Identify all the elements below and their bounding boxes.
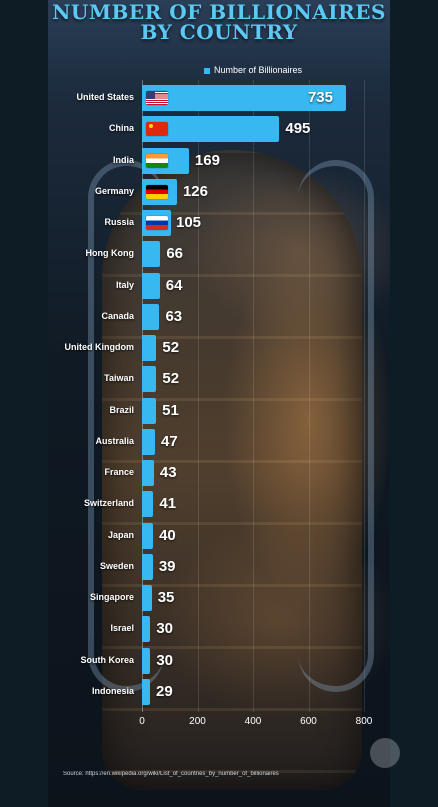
category-label: China xyxy=(108,123,134,134)
bar xyxy=(142,678,151,705)
flag-de-icon xyxy=(146,184,168,199)
bar xyxy=(142,491,154,518)
bar xyxy=(142,241,161,268)
value-label: 52 xyxy=(162,370,180,388)
category-label: Italy xyxy=(115,279,134,290)
value-label: 126 xyxy=(182,182,208,200)
value-label: 52 xyxy=(162,339,180,356)
category-label: Hong Kong xyxy=(85,248,135,259)
flag-cn-icon xyxy=(146,122,168,137)
flag-us-icon xyxy=(146,91,168,105)
gridline xyxy=(308,80,310,712)
category-label: France xyxy=(104,467,134,477)
value-label: 66 xyxy=(166,245,183,263)
flag-ru-icon xyxy=(146,216,168,230)
x-tick-label: 200 xyxy=(189,716,206,727)
bar xyxy=(142,397,157,424)
x-tick-label: 0 xyxy=(139,716,145,727)
chart-title-line1: NUMBER OF BILLIONAIRES xyxy=(52,0,386,24)
legend-label: Number of Billionaires xyxy=(214,65,303,75)
bar xyxy=(142,585,152,611)
value-label: 40 xyxy=(159,526,176,544)
category-label: Taiwan xyxy=(104,373,134,384)
category-label: Indonesia xyxy=(91,685,134,696)
bar xyxy=(142,85,346,111)
bar xyxy=(142,335,157,361)
category-label: Brazil xyxy=(109,404,134,415)
source-note: Source: https://en.wikipedia.org/wiki/Li… xyxy=(63,771,279,777)
bar xyxy=(142,616,151,643)
value-label: 39 xyxy=(158,557,176,575)
value-label: 30 xyxy=(156,651,173,669)
value-label: 735 xyxy=(307,89,333,106)
bar xyxy=(142,647,151,674)
bar xyxy=(142,553,153,580)
category-label: Australia xyxy=(95,435,134,446)
value-label: 63 xyxy=(165,307,183,325)
chart-title-line2: BY COUNTRY xyxy=(140,20,298,44)
value-label: 47 xyxy=(161,432,178,450)
bar xyxy=(142,428,156,455)
category-label: India xyxy=(112,154,134,165)
gridline xyxy=(364,80,365,712)
gridline xyxy=(253,80,254,712)
x-tick-label: 400 xyxy=(244,716,262,727)
category-label: Sweden xyxy=(99,560,134,571)
watermark-logo xyxy=(370,738,400,768)
value-label: 30 xyxy=(156,620,173,638)
category-label: Germany xyxy=(94,185,134,196)
value-label: 41 xyxy=(159,495,177,513)
value-label: 169 xyxy=(194,151,220,169)
flag-in-icon xyxy=(146,153,168,168)
bar xyxy=(142,303,160,330)
bar xyxy=(142,366,157,393)
category-label: South Korea xyxy=(80,654,134,665)
y-axis-line xyxy=(142,80,143,712)
bar xyxy=(142,272,160,299)
x-tick-label: 600 xyxy=(300,716,317,727)
category-label: Russia xyxy=(104,217,134,227)
category-label: Switzerland xyxy=(83,498,134,509)
category-label: Japan xyxy=(107,529,134,540)
legend: Number of Billionaires xyxy=(204,65,302,75)
yacht-hull-left xyxy=(88,160,164,692)
value-label: 43 xyxy=(159,464,177,481)
value-label: 64 xyxy=(165,276,183,294)
value-label: 105 xyxy=(176,214,202,231)
category-label: Singapore xyxy=(89,592,134,602)
bar xyxy=(142,522,154,549)
gridline xyxy=(142,80,143,712)
x-tick-label: 800 xyxy=(355,716,373,727)
bar xyxy=(142,460,154,486)
value-label: 29 xyxy=(156,682,173,700)
gridline xyxy=(197,80,199,712)
category-label: Canada xyxy=(101,310,134,321)
category-label: Israel xyxy=(110,623,134,634)
legend-swatch xyxy=(204,67,210,74)
value-label: 35 xyxy=(157,589,175,606)
value-label: 51 xyxy=(162,401,179,419)
value-label: 495 xyxy=(285,120,311,138)
yacht-hull-right xyxy=(298,160,374,692)
category-label: United Kingdom xyxy=(64,342,135,352)
category-label: United States xyxy=(76,92,134,102)
